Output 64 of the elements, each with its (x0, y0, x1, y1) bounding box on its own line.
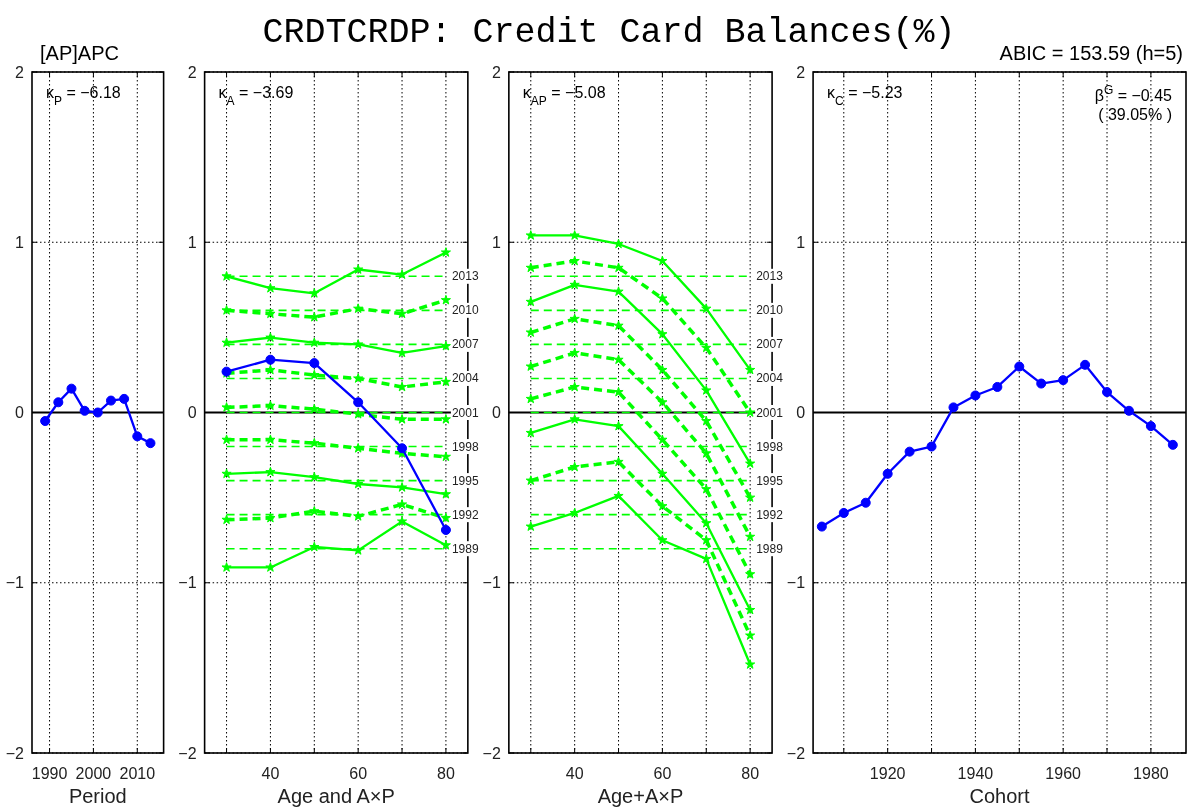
x-tick-label: 1990 (31, 765, 68, 782)
x-tick-label: 60 (349, 765, 368, 782)
series-label: 2004 (756, 371, 784, 386)
series-label: 2004 (451, 371, 479, 386)
y-tick-label: 1 (187, 233, 197, 251)
y-tick-label: −2 (786, 744, 806, 762)
series-label: 1998 (451, 439, 479, 454)
series-label: 1992 (756, 507, 784, 522)
y-tick-label: −1 (786, 574, 806, 592)
y-tick-label: −2 (5, 744, 25, 762)
series-label: 2010 (451, 303, 479, 318)
x-tick-label: 1980 (1133, 765, 1169, 782)
x-tick-label: 80 (437, 765, 455, 782)
series-label: 1989 (451, 541, 479, 556)
series-label: 2013 (756, 269, 784, 284)
y-tick-label: 0 (491, 404, 501, 421)
y-tick-label: −1 (482, 574, 501, 592)
x-tick-label: 1960 (1045, 765, 1082, 782)
y-tick-label: 1 (796, 233, 806, 251)
series-label: 2007 (756, 337, 784, 352)
x-tick-label: 1920 (869, 765, 906, 782)
y-tick-label: −1 (5, 574, 25, 592)
chart-subtitle: ABIC = 153.59 (h=5) (999, 42, 1183, 64)
x-axis-title: Period (68, 785, 127, 807)
y-tick-label: 0 (15, 404, 25, 421)
chart-subtitle: [AP]APC (40, 42, 119, 64)
y-tick-label: 1 (491, 233, 501, 251)
series-label: 1992 (451, 507, 479, 522)
x-axis-title: Age+A×P (597, 785, 684, 807)
annotation: β$^{G}$ = −0.45 (1094, 83, 1173, 104)
series-label: 2010 (756, 303, 784, 318)
x-tick-label: 40 (565, 765, 584, 782)
y-tick-label: 1 (15, 233, 25, 251)
series-label: 2001 (451, 405, 479, 420)
y-tick-label: 2 (796, 63, 806, 81)
series-label: 1995 (451, 473, 479, 488)
x-axis-title: Age and A×P (277, 785, 395, 807)
annotation: ( 39.05% ) (1098, 106, 1172, 123)
y-tick-label: 0 (796, 404, 806, 421)
annotation: κ$_{A}$ = −3.69 (218, 84, 294, 108)
series-label: 1998 (756, 439, 784, 454)
y-tick-label: 2 (491, 63, 501, 81)
y-tick-label: −2 (178, 744, 197, 762)
annotation: κ$_{C}$ = −5.23 (827, 84, 903, 108)
x-tick-label: 2010 (119, 765, 156, 782)
x-tick-label: 2000 (75, 765, 112, 782)
series-label: 2007 (451, 337, 479, 352)
x-tick-label: 1940 (957, 765, 994, 782)
series-label: 1989 (756, 541, 784, 556)
annotation: κ$_{P}$ = −6.18 (46, 84, 121, 108)
x-tick-label: 80 (741, 765, 760, 782)
y-tick-label: 2 (187, 63, 197, 81)
x-tick-label: 60 (653, 765, 672, 782)
series-label: 1995 (756, 473, 784, 488)
chart-title: CRDTCRDP: Credit Card Balances(%) (262, 13, 956, 53)
annotation: κ$_{AP}$ = −5.08 (522, 84, 606, 108)
y-tick-label: −1 (178, 574, 197, 592)
x-axis-title: Cohort (969, 785, 1030, 807)
series-label: 2013 (451, 269, 479, 284)
y-tick-label: −2 (482, 744, 501, 762)
y-tick-label: 0 (187, 404, 197, 421)
x-tick-label: 40 (261, 765, 280, 782)
series-label: 2001 (756, 405, 784, 420)
y-tick-label: 2 (15, 63, 25, 81)
